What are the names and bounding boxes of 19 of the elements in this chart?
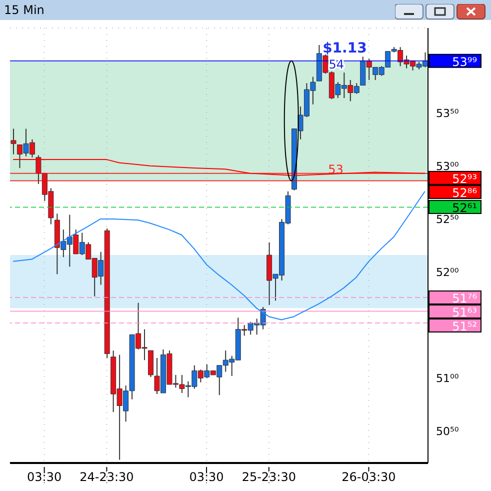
y-tick-label: 52⁵⁰: [436, 212, 460, 226]
y-tick-label: 51⁰⁰: [436, 372, 460, 386]
annotation: 53: [328, 162, 344, 176]
y-tick-label: 50⁵⁰: [436, 425, 460, 438]
legend-label: 52⁸⁶: [452, 186, 478, 200]
y-tick-label: 52⁰⁰: [436, 266, 460, 279]
ref-line-label: 53⁹⁹: [452, 54, 478, 69]
line-series: [12, 159, 426, 176]
y-tick-label: 53⁰⁰: [436, 160, 460, 173]
ref-line-label: 51⁵²: [452, 319, 478, 334]
annotation: 54: [328, 57, 344, 72]
ref-line-label: 52⁹³: [452, 172, 478, 186]
annotation: $1.13: [322, 40, 367, 56]
ref-line-label: 51⁶³: [452, 305, 478, 320]
ref-line-label: 51⁷⁶: [452, 291, 478, 306]
line-series: [12, 190, 426, 320]
chart-title: 15 Min: [4, 3, 44, 17]
y-tick-label: 53⁵⁰: [436, 106, 460, 120]
ref-line-label: 52⁶¹: [452, 200, 478, 215]
